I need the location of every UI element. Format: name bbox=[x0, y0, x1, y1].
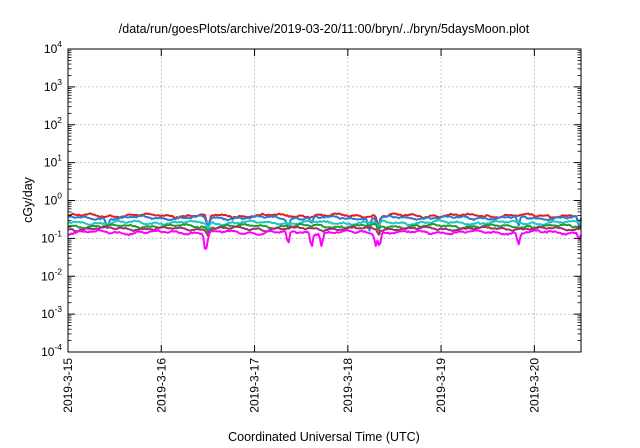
grid-lines bbox=[68, 49, 581, 352]
series-line bbox=[67, 219, 582, 231]
y-tick-label: 100 bbox=[44, 191, 62, 208]
y-tick-label: 104 bbox=[44, 39, 62, 56]
x-tick-label: 2019-3-20 bbox=[527, 358, 541, 413]
series-layer bbox=[67, 212, 582, 250]
chart-title: /data/run/goesPlots/archive/2019-03-20/1… bbox=[119, 22, 530, 36]
x-tick-label: 2019-3-19 bbox=[434, 358, 448, 413]
y-axis: 10-4 10-3 10-2 10-1 100 101 102 103 104 bbox=[41, 39, 581, 359]
x-tick-label: 2019-3-17 bbox=[248, 358, 262, 413]
x-axis: 2019-3-15 2019-3-16 2019-3-17 2019-3-18 2019… bbox=[61, 49, 541, 413]
x-axis-label: Coordinated Universal Time (UTC) bbox=[228, 430, 420, 444]
x-tick-label: 2019-3-15 bbox=[61, 358, 75, 413]
series-line bbox=[67, 214, 582, 232]
series-line bbox=[67, 222, 582, 233]
y-tick-label: 103 bbox=[44, 77, 62, 94]
y-tick-label: 10-3 bbox=[41, 304, 62, 321]
y-tick-label: 10-1 bbox=[41, 228, 62, 245]
y-tick-label: 10-2 bbox=[41, 266, 62, 283]
y-tick-label: 10-4 bbox=[41, 342, 62, 359]
y-axis-label: cGy/day bbox=[21, 176, 35, 223]
x-tick-label: 2019-3-16 bbox=[154, 358, 168, 413]
series-line bbox=[67, 212, 582, 233]
y-tick-label: 102 bbox=[44, 115, 62, 132]
y-tick-label: 101 bbox=[44, 153, 62, 170]
x-tick-label: 2019-3-18 bbox=[341, 358, 355, 413]
series-line bbox=[67, 229, 582, 250]
